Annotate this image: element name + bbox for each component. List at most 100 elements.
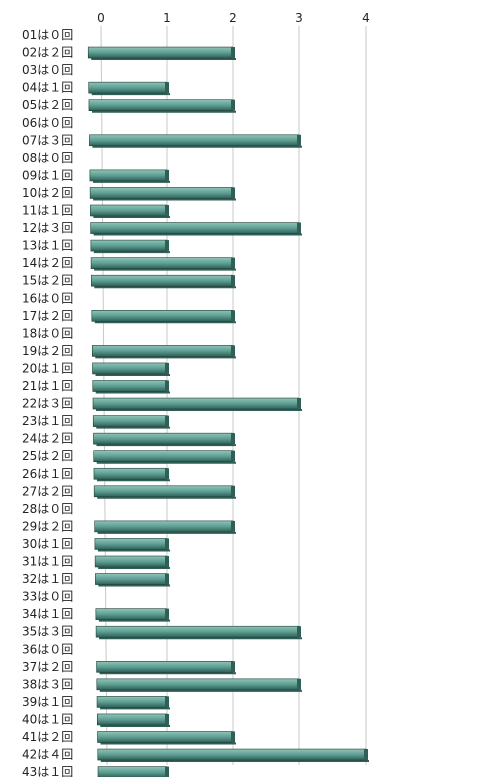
bar-21は１回 bbox=[92, 380, 170, 394]
bar-face bbox=[97, 748, 367, 761]
bar-end-cap bbox=[231, 520, 235, 532]
category-label: 15は２回 bbox=[22, 274, 73, 288]
bar-depth bbox=[96, 426, 170, 429]
bar-face bbox=[97, 731, 234, 743]
bar-22は３回 bbox=[92, 397, 302, 412]
bar-end-cap bbox=[165, 538, 169, 550]
category-label: 33は０回 bbox=[22, 590, 73, 604]
bar-depth bbox=[94, 321, 236, 324]
category-label: 22は３回 bbox=[22, 397, 73, 411]
bar-26は１回 bbox=[93, 467, 170, 482]
bar-42は４回 bbox=[97, 748, 369, 763]
category-label: 34は１回 bbox=[22, 607, 73, 621]
bar-face bbox=[90, 222, 300, 234]
bar-depth bbox=[96, 409, 302, 412]
category-label: 42は４回 bbox=[22, 748, 73, 762]
category-label: 30は１回 bbox=[22, 537, 73, 551]
bar-depth bbox=[100, 742, 237, 745]
bar-end-cap bbox=[165, 380, 169, 392]
bar-04は１回 bbox=[88, 81, 170, 96]
bar-face bbox=[92, 362, 168, 375]
bar-end-cap bbox=[231, 187, 235, 199]
bar-40は１回 bbox=[96, 713, 170, 727]
bar-face bbox=[94, 520, 234, 533]
bar-end-cap bbox=[165, 556, 169, 567]
bar-depth bbox=[91, 110, 236, 113]
bar-depth bbox=[99, 672, 236, 675]
bar-depth bbox=[95, 356, 237, 359]
bar-depth bbox=[93, 198, 237, 201]
bar-end-cap bbox=[165, 240, 169, 252]
bar-face bbox=[89, 134, 300, 147]
x-tick-label-0: 0 bbox=[97, 11, 105, 25]
bar-face bbox=[93, 432, 234, 445]
bar-19は２回 bbox=[91, 345, 237, 359]
bar-end-cap bbox=[297, 398, 301, 410]
bar-depth bbox=[97, 496, 236, 499]
bar-31は１回 bbox=[94, 555, 170, 569]
bar-29は２回 bbox=[94, 520, 237, 534]
bar-depth bbox=[99, 637, 302, 640]
bar-38は３回 bbox=[96, 678, 302, 692]
bar-face bbox=[95, 625, 300, 638]
bar-23は１回 bbox=[92, 415, 170, 429]
bar-20は１回 bbox=[92, 362, 170, 376]
bar-end-cap bbox=[165, 362, 169, 374]
bar-end-cap bbox=[231, 99, 235, 111]
bar-face bbox=[90, 204, 168, 217]
bar-end-cap bbox=[297, 626, 301, 638]
bar-depth bbox=[97, 549, 170, 552]
category-label: 05は２回 bbox=[22, 98, 73, 112]
category-label: 28は０回 bbox=[22, 502, 73, 516]
bar-depth bbox=[100, 724, 170, 727]
category-label: 29は２回 bbox=[22, 519, 73, 533]
bar-depth bbox=[98, 619, 170, 622]
bar-face bbox=[89, 187, 234, 199]
bar-face bbox=[94, 555, 168, 568]
category-label: 13は１回 bbox=[22, 239, 73, 253]
category-label: 40は１回 bbox=[22, 712, 73, 726]
bar-depth bbox=[97, 531, 237, 534]
bar-depth bbox=[93, 233, 302, 236]
bar-end-cap bbox=[231, 47, 235, 59]
category-label: 23は１回 bbox=[22, 414, 73, 428]
bar-depth bbox=[94, 268, 236, 271]
bar-34は１回 bbox=[95, 608, 170, 622]
bar-12は３回 bbox=[90, 222, 302, 236]
category-label: 35は３回 bbox=[22, 625, 73, 639]
bar-depth bbox=[98, 567, 170, 569]
category-label: 11は１回 bbox=[22, 204, 73, 218]
bar-face bbox=[87, 46, 234, 59]
bar-depth bbox=[98, 584, 170, 587]
bar-14は２回 bbox=[90, 257, 236, 271]
bar-end-cap bbox=[364, 749, 368, 761]
bar-end-cap bbox=[231, 257, 235, 269]
category-label: 38は３回 bbox=[22, 677, 73, 691]
category-label: 32は１回 bbox=[22, 572, 73, 586]
bar-end-cap bbox=[165, 415, 169, 427]
bar-02は２回 bbox=[87, 46, 236, 61]
x-tick-label-3: 3 bbox=[295, 11, 303, 25]
bar-depth bbox=[100, 707, 170, 710]
bar-37は２回 bbox=[96, 660, 236, 675]
bar-face bbox=[91, 345, 234, 357]
bar-depth bbox=[95, 373, 170, 376]
bar-05は２回 bbox=[88, 99, 236, 113]
bar-end-cap bbox=[231, 661, 235, 673]
bar-end-cap bbox=[165, 205, 169, 216]
bar-11は１回 bbox=[90, 204, 170, 218]
bar-end-cap bbox=[165, 713, 169, 725]
bar-end-cap bbox=[165, 468, 169, 480]
bar-face bbox=[92, 380, 168, 392]
bar-face bbox=[97, 766, 168, 777]
bar-face bbox=[95, 608, 168, 620]
category-label: 07は３回 bbox=[22, 133, 73, 147]
category-label: 37は２回 bbox=[22, 660, 73, 674]
category-label: 21は１回 bbox=[22, 379, 73, 393]
bar-face bbox=[96, 660, 234, 673]
category-label: 24は２回 bbox=[22, 432, 73, 446]
bar-end-cap bbox=[165, 608, 169, 620]
category-label: 27は２回 bbox=[22, 484, 73, 498]
bar-end-cap bbox=[231, 275, 235, 287]
